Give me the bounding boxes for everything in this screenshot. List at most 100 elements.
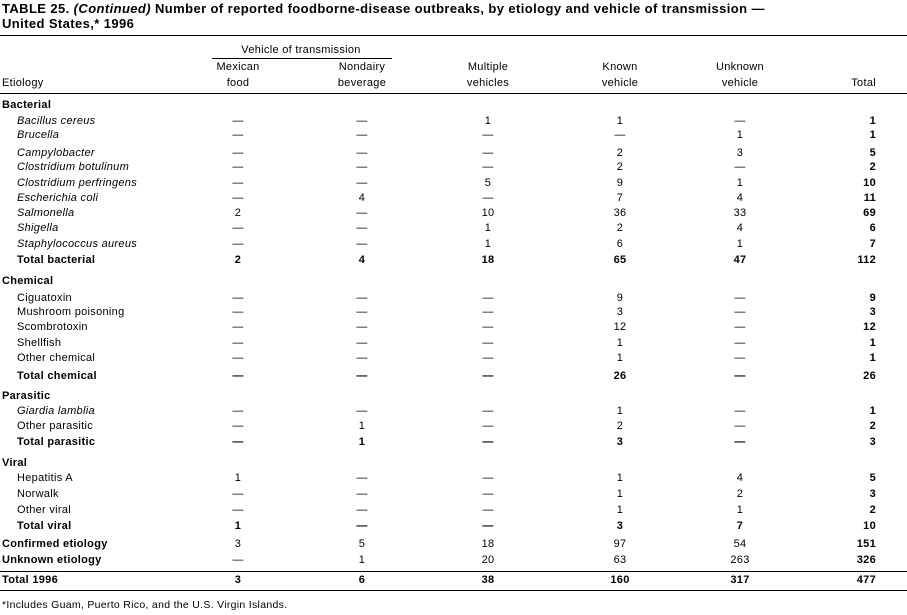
cell: 1 — [484, 115, 492, 127]
section-label: Viral — [2, 457, 28, 469]
cell: 326 — [856, 554, 876, 566]
column-header: Nondairy — [338, 61, 386, 73]
cell: 1 — [869, 129, 876, 141]
cell: 2 — [869, 161, 876, 173]
section-label: Chemical — [2, 275, 54, 287]
cell: 47 — [733, 254, 747, 266]
rule — [0, 93, 907, 94]
cell: — — [356, 488, 368, 500]
cell: — — [482, 472, 494, 484]
cell: — — [356, 207, 368, 219]
cell: 26 — [613, 370, 627, 382]
cell: 6 — [358, 574, 366, 586]
cell: 2 — [736, 488, 744, 500]
cell: 2 — [616, 147, 624, 159]
cell: — — [356, 321, 368, 333]
cell: — — [482, 161, 494, 173]
row-label: Bacillus cereus — [17, 115, 96, 127]
cell: 10 — [863, 520, 876, 532]
cell: 4 — [736, 472, 744, 484]
column-header: vehicle — [721, 77, 759, 89]
column-header: food — [226, 77, 250, 89]
cell: — — [232, 115, 244, 127]
cell: 3 — [869, 436, 876, 448]
cell: — — [232, 238, 244, 250]
cell: — — [482, 520, 494, 532]
cell: — — [356, 147, 368, 159]
cell: — — [356, 115, 368, 127]
cell: — — [482, 306, 494, 318]
rule — [212, 58, 392, 59]
cell: — — [232, 554, 244, 566]
cell: 3 — [234, 574, 242, 586]
cell: — — [356, 177, 368, 189]
column-header: beverage — [337, 77, 387, 89]
cell: — — [482, 147, 494, 159]
cell: — — [482, 504, 494, 516]
cell: 69 — [863, 207, 876, 219]
row-label: Confirmed etiology — [2, 538, 108, 550]
cell: 10 — [863, 177, 876, 189]
cell: 5 — [358, 538, 366, 550]
row-label: Campylobacter — [17, 147, 95, 159]
cell: — — [734, 161, 746, 173]
row-label: Shigella — [17, 222, 59, 234]
title-prefix: TABLE 25. — [2, 1, 74, 16]
cell: 9 — [869, 292, 876, 304]
cell: 1 — [869, 337, 876, 349]
cell: — — [734, 321, 746, 333]
cell: 4 — [736, 192, 744, 204]
cell: 4 — [358, 192, 366, 204]
cell: 54 — [733, 538, 747, 550]
row-label: Hepatitis A — [17, 472, 73, 484]
cell: 63 — [613, 554, 627, 566]
cell: 1 — [358, 420, 366, 432]
row-label: Escherichia coli — [17, 192, 99, 204]
cell: — — [482, 321, 494, 333]
cell: 38 — [481, 574, 495, 586]
column-header: Total — [851, 77, 876, 89]
cell: 3 — [616, 436, 624, 448]
rule — [0, 35, 907, 36]
cell: 151 — [856, 538, 876, 550]
cell: 1 — [616, 115, 624, 127]
cell: 36 — [613, 207, 627, 219]
cell: 1 — [869, 115, 876, 127]
cell: 4 — [736, 222, 744, 234]
cell: 112 — [857, 254, 876, 266]
cell: 12 — [613, 321, 627, 333]
row-label: Ciguatoxin — [17, 292, 72, 304]
cell: — — [232, 405, 244, 417]
cell: — — [356, 405, 368, 417]
cell: — — [356, 472, 368, 484]
cell: 2 — [616, 420, 624, 432]
cell: — — [356, 161, 368, 173]
column-header: Unknown — [716, 61, 764, 73]
group-header: Vehicle of transmission — [241, 44, 361, 56]
cell: 10 — [481, 207, 495, 219]
cell: — — [356, 370, 368, 382]
cell: — — [356, 306, 368, 318]
cell: 3 — [736, 147, 744, 159]
cell: 1 — [869, 405, 876, 417]
row-label: Staphylococcus aureus — [17, 238, 138, 250]
cell: 9 — [616, 292, 624, 304]
cell: 477 — [856, 574, 876, 586]
cell: — — [482, 405, 494, 417]
cell: — — [356, 337, 368, 349]
cell: — — [356, 352, 368, 364]
cell: 2 — [234, 207, 242, 219]
column-header: Etiology — [2, 77, 44, 89]
cell: 97 — [613, 538, 627, 550]
cell: — — [734, 370, 746, 382]
rule — [0, 590, 907, 591]
cell: — — [232, 337, 244, 349]
cell: — — [734, 436, 746, 448]
cell: — — [232, 129, 244, 141]
cell: 6 — [869, 222, 876, 234]
row-label: Salmonella — [17, 207, 75, 219]
column-header: vehicle — [601, 77, 639, 89]
cell: — — [482, 436, 494, 448]
row-label: Total parasitic — [17, 436, 96, 448]
